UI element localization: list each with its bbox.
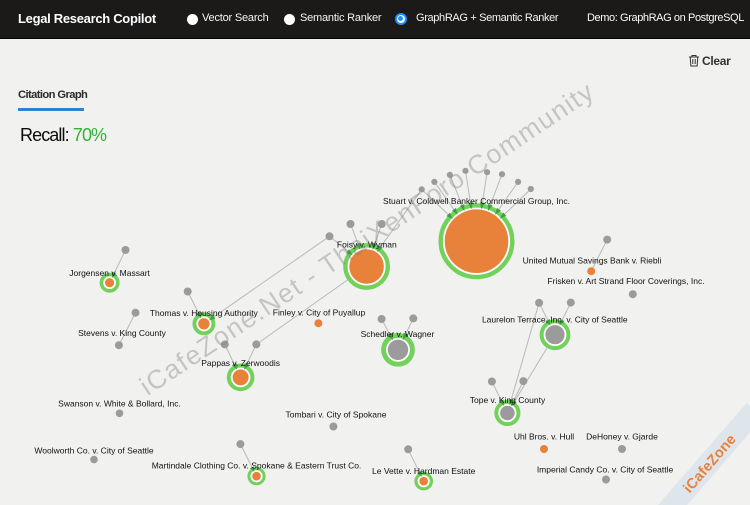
- svg-text:Martindale Clothing Co. v. Spo: Martindale Clothing Co. v. Spokane & Eas…: [152, 461, 362, 471]
- svg-text:Woolworth Co. v. City of Seatt: Woolworth Co. v. City of Seattle: [34, 446, 153, 456]
- svg-text:Foisy v. Wyman: Foisy v. Wyman: [337, 240, 397, 250]
- svg-text:iCafeZone.Net - ThaiXenForo Co: iCafeZone.Net - ThaiXenForo Community: [134, 76, 600, 401]
- svg-text:Stevens v. King County: Stevens v. King County: [78, 328, 166, 338]
- svg-text:Swanson v. White & Bollard, In: Swanson v. White & Bollard, Inc.: [58, 399, 181, 409]
- svg-text:Frisken v. Art Strand Floor Co: Frisken v. Art Strand Floor Coverings, I…: [547, 276, 704, 286]
- svg-text:Le Vette v. Hardman Estate: Le Vette v. Hardman Estate: [372, 466, 476, 476]
- svg-text:Tope v. King County: Tope v. King County: [470, 395, 546, 405]
- svg-text:Imperial Candy Co. v. City of: Imperial Candy Co. v. City of Seattle: [537, 465, 674, 475]
- svg-text:Uhl Bros. v. Hull: Uhl Bros. v. Hull: [514, 432, 574, 442]
- svg-text:Laurelon Terrace, Inc. v. City: Laurelon Terrace, Inc. v. City of Seattl…: [482, 315, 628, 325]
- svg-text:Jorgensen v. Massart: Jorgensen v. Massart: [69, 268, 150, 278]
- svg-text:Finley v. City of Puyallup: Finley v. City of Puyallup: [273, 307, 366, 317]
- svg-text:Stuart v. Coldwell Banker Comm: Stuart v. Coldwell Banker Commercial Gro…: [383, 196, 570, 206]
- svg-text:Thomas v. Housing Authority: Thomas v. Housing Authority: [150, 308, 259, 318]
- svg-text:United Mutual Savings Bank v.: United Mutual Savings Bank v. Riebli: [523, 256, 662, 266]
- svg-text:Schedler v. Wagner: Schedler v. Wagner: [361, 329, 435, 339]
- svg-text:Pappas v. Zerwoodis: Pappas v. Zerwoodis: [201, 358, 280, 368]
- svg-text:DeHoney v. Gjarde: DeHoney v. Gjarde: [586, 432, 658, 442]
- svg-text:Tombari v. City of Spokane: Tombari v. City of Spokane: [286, 410, 387, 420]
- svg-text:iCafeZone: iCafeZone: [681, 432, 740, 497]
